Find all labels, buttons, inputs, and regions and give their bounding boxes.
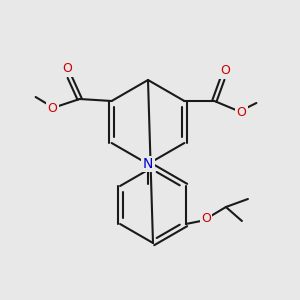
Text: O: O (48, 101, 58, 115)
Text: N: N (143, 157, 153, 171)
Text: O: O (201, 212, 211, 226)
Text: O: O (220, 64, 230, 77)
Text: O: O (63, 62, 73, 76)
Text: O: O (236, 106, 246, 118)
